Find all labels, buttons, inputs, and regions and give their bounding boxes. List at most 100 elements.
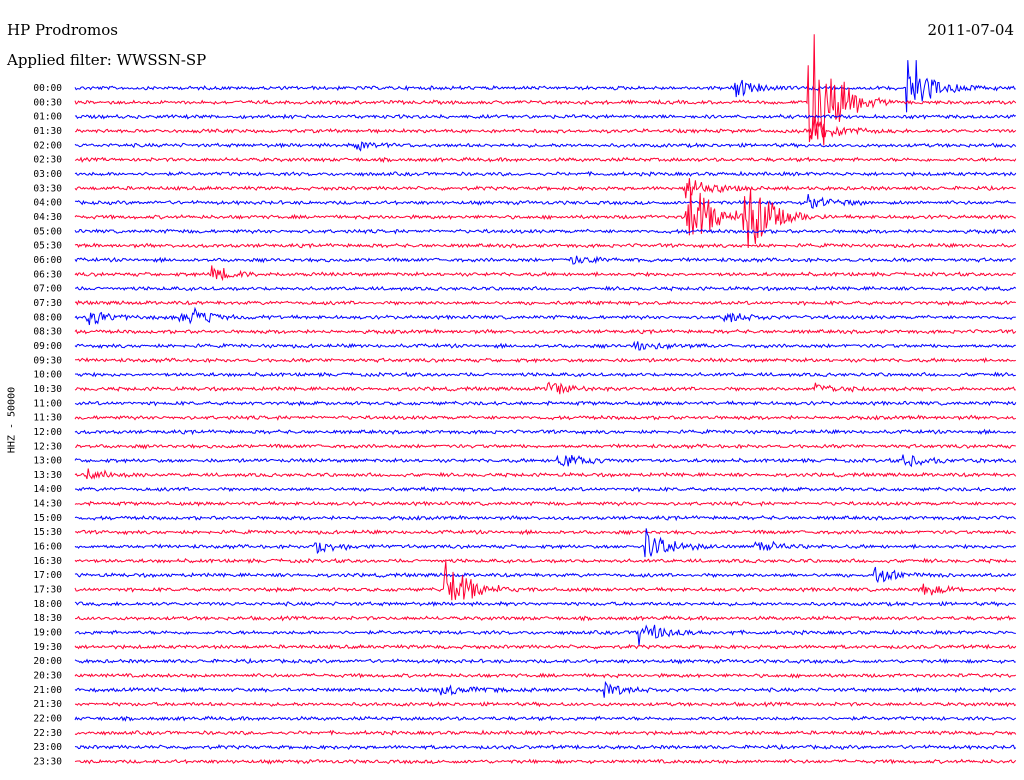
seismic-trace — [74, 194, 1016, 209]
date-label: 2011-07-04 — [927, 21, 1014, 39]
row-time-label: 08:30 — [33, 327, 62, 338]
seismic-trace — [74, 624, 1016, 646]
row-time-label: 03:00 — [33, 169, 62, 180]
seismic-trace — [74, 285, 1017, 292]
row-time-label: 09:30 — [33, 355, 62, 366]
row-time-label: 14:30 — [33, 499, 62, 510]
seismic-trace — [74, 371, 1016, 378]
seismic-trace — [74, 113, 1017, 120]
seismic-trace — [74, 561, 1016, 601]
row-time-label: 13:00 — [33, 456, 62, 467]
seismic-trace — [74, 186, 1016, 249]
row-time-label: 23:30 — [33, 757, 62, 768]
seismic-trace — [74, 743, 1017, 751]
row-time-label: 02:00 — [33, 140, 62, 151]
seismic-trace — [74, 255, 1016, 265]
channel-label: HHZ - 50000 — [6, 386, 18, 454]
seismic-trace — [74, 428, 1017, 436]
seismic-trace — [74, 680, 1016, 698]
row-time-label: 06:00 — [33, 255, 62, 266]
row-time-label: 01:00 — [33, 112, 62, 123]
seismic-trace — [74, 454, 1017, 468]
seismic-trace — [74, 299, 1017, 307]
row-time-label: 04:30 — [33, 212, 62, 223]
row-time-label: 18:00 — [33, 599, 62, 610]
row-time-label: 19:30 — [33, 642, 62, 653]
row-time-label: 09:00 — [33, 341, 62, 352]
row-time-label: 07:30 — [33, 298, 62, 309]
row-time-label: 19:00 — [33, 628, 62, 639]
seismic-trace — [74, 228, 1017, 235]
seismic-trace — [74, 643, 1017, 650]
row-time-label: 16:00 — [33, 542, 62, 553]
seismic-trace — [74, 514, 1016, 522]
seismic-trace — [74, 468, 1017, 480]
row-time-label: 23:00 — [33, 742, 62, 753]
seismic-trace — [74, 657, 1016, 665]
seismic-trace — [74, 328, 1017, 335]
row-time-label: 20:00 — [33, 656, 62, 667]
seismic-trace — [74, 715, 1017, 722]
row-time-label: 11:30 — [33, 413, 62, 424]
row-time-label: 20:30 — [33, 671, 62, 682]
row-time-label: 00:00 — [33, 83, 62, 94]
row-time-label: 18:30 — [33, 613, 62, 624]
seismic-trace — [74, 156, 1017, 164]
row-time-label: 03:30 — [33, 183, 62, 194]
seismic-trace — [74, 170, 1017, 177]
row-time-label: 05:30 — [33, 241, 62, 252]
row-time-label: 02:30 — [33, 155, 62, 166]
row-time-label: 10:00 — [33, 370, 62, 381]
row-time-label: 00:30 — [33, 97, 62, 108]
seismic-trace — [74, 566, 1017, 584]
seismic-trace — [74, 500, 1017, 507]
row-time-label: 15:00 — [33, 513, 62, 524]
row-time-label: 05:00 — [33, 226, 62, 237]
seismic-trace — [74, 116, 1017, 138]
seismic-trace — [74, 381, 1016, 395]
seismic-trace — [74, 340, 1016, 351]
seismic-trace — [74, 528, 1017, 558]
row-time-label: 15:30 — [33, 527, 62, 538]
seismic-trace — [74, 758, 1017, 765]
seismic-trace — [74, 557, 1017, 564]
seismic-trace — [74, 729, 1017, 736]
seismic-trace — [74, 701, 1017, 708]
row-time-label: 07:00 — [33, 284, 62, 295]
seismic-trace — [74, 486, 1017, 493]
seismic-trace — [74, 242, 1017, 249]
seismic-trace — [74, 414, 1017, 421]
seismic-trace — [74, 528, 1016, 536]
seismic-trace — [75, 615, 1016, 622]
seismic-trace — [75, 357, 1016, 364]
row-time-label: 10:30 — [33, 384, 62, 395]
row-time-label: 16:30 — [33, 556, 62, 567]
seismic-trace — [74, 178, 1016, 199]
seismic-trace — [74, 306, 1016, 326]
row-time-label: 01:30 — [33, 126, 62, 137]
row-time-label: 13:30 — [33, 470, 62, 481]
row-time-label: 21:30 — [33, 699, 62, 710]
row-time-label: 08:00 — [33, 312, 62, 323]
row-time-label: 04:00 — [33, 198, 62, 209]
row-time-label: 12:30 — [33, 441, 62, 452]
row-time-label: 21:00 — [33, 685, 62, 696]
row-time-label: 17:30 — [33, 585, 62, 596]
seismic-trace — [74, 400, 1017, 407]
seismic-trace — [74, 141, 1017, 152]
row-time-label: 17:00 — [33, 570, 62, 581]
row-time-label: 06:30 — [33, 269, 62, 280]
station-title: HP Prodromos — [7, 21, 118, 39]
row-time-label: 11:00 — [33, 398, 62, 409]
seismic-trace — [74, 34, 1017, 146]
seismic-trace — [74, 60, 1016, 113]
row-time-label: 22:00 — [33, 714, 62, 725]
row-time-label: 22:30 — [33, 728, 62, 739]
seismic-trace — [74, 600, 1016, 608]
seismic-trace — [74, 443, 1016, 450]
seismic-trace — [74, 672, 1017, 679]
seismic-trace — [74, 265, 1016, 282]
row-time-label: 14:00 — [33, 484, 62, 495]
row-time-label: 12:00 — [33, 427, 62, 438]
